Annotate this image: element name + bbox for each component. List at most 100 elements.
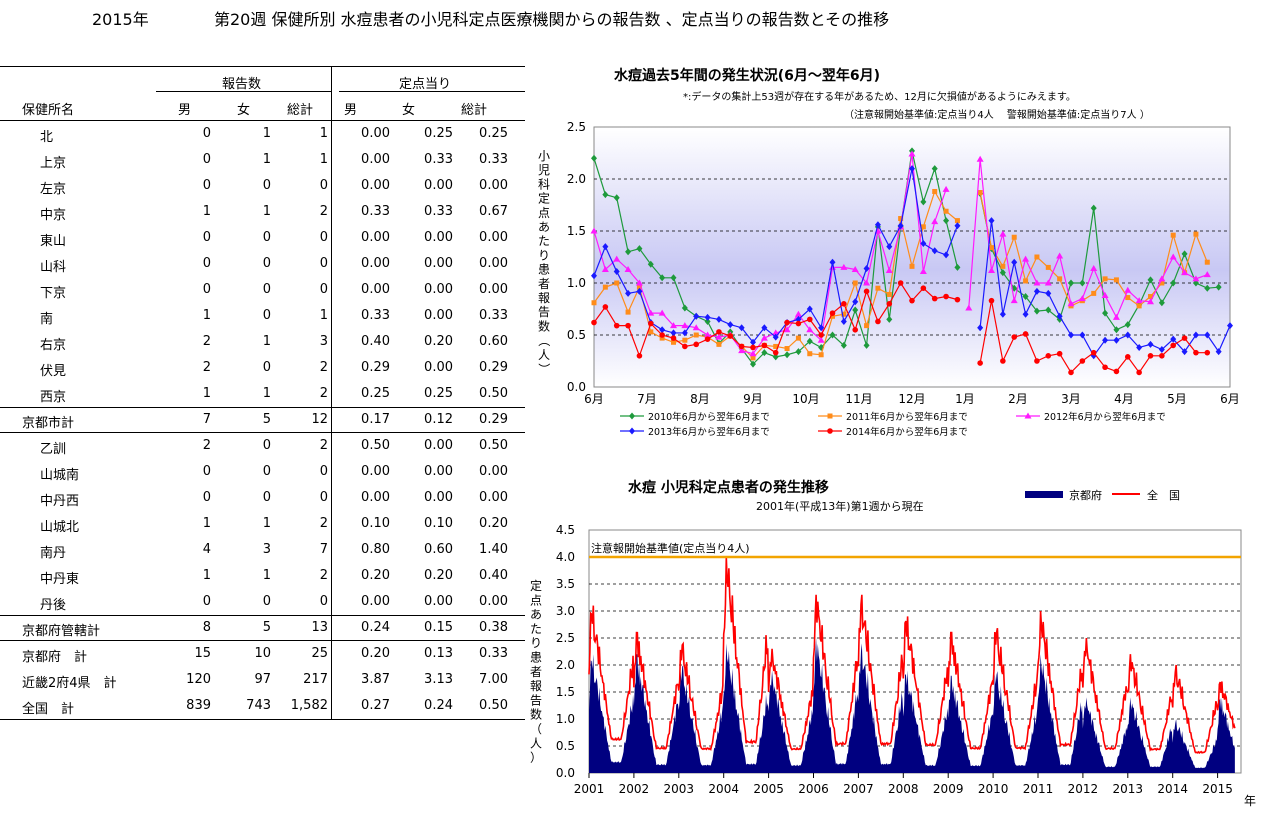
chart1-y-ticks: 0.0 0.5 1.0 1.5 2.0 2.5 [567,120,586,394]
series-line [591,280,1211,376]
data-point [874,221,881,229]
data-point [1034,358,1040,364]
y-axis-label-char: た [538,234,550,248]
table-cell: 1 [202,516,211,531]
data-point [988,297,995,304]
legend-kyoto-swatch [1025,491,1063,498]
data-point [830,313,835,319]
table-cell: 2 [319,568,328,583]
y-tick-label: 1.5 [556,685,575,699]
table-row: 乙訓 2 0 2 0.50 0.00 0.50 [0,433,525,459]
table-cell: 0 [262,594,271,609]
table-cell: 0.15 [424,620,453,635]
group-header-per-site: 定点当り [399,77,452,92]
col-header-total: 総計 [287,103,314,118]
data-point [1101,291,1109,298]
table-cell: 0.25 [361,386,390,401]
legend-marker [1024,412,1032,419]
table-cell: 0.27 [361,698,390,713]
data-point [886,243,893,251]
data-point [999,310,1006,318]
row-name: 西京 [40,390,67,405]
data-point [931,247,938,255]
y-tick-label: 3.5 [556,577,575,591]
data-point [716,341,722,347]
table-cell: 2 [319,204,328,219]
data-point [1033,279,1041,286]
table-row: 南丹 4 3 7 0.80 0.60 1.40 [0,537,525,563]
table-cell: 0 [319,256,328,271]
data-point [909,297,915,304]
y-axis-label-char: ） [537,363,551,375]
data-point [1079,279,1086,287]
data-point [1102,309,1109,317]
table-cell: 1,582 [290,698,328,713]
table-row: 山科 0 0 0 0.00 0.00 0.00 [0,251,525,277]
data-point [1215,348,1222,356]
y-tick-label: 2.5 [567,120,586,134]
data-point [625,289,632,297]
col-header-name: 保健所名 [22,103,75,118]
data-point [1158,275,1166,282]
data-point [1011,234,1017,240]
data-point [1204,349,1211,356]
data-point [920,224,926,230]
data-point [1045,353,1052,359]
table-summary-row: 京都市計 7 5 12 0.17 0.12 0.29 [0,407,525,433]
legend-marker [629,427,635,435]
table-cell: 0.00 [361,152,390,167]
data-point [1181,335,1188,341]
data-point [840,263,848,270]
data-point [704,336,711,342]
table-cell: 0.00 [479,230,508,245]
table-cell: 0.29 [361,360,390,375]
table-cell: 0.00 [361,464,390,479]
data-point [795,335,801,341]
data-point [670,335,677,341]
data-point [1170,335,1177,343]
row-name: 上京 [40,156,67,171]
page-header: 2015年 第20週 保健所別 水痘患者の小児科定点医療機関からの報告数 、定点… [0,4,1269,30]
y-tick-label: 1.0 [556,712,575,726]
data-point [988,217,995,225]
data-point [704,313,711,321]
data-point [1045,264,1051,270]
data-point [1000,358,1006,364]
table-row: 北 0 1 1 0.00 0.25 0.25 [0,121,525,147]
data-point [965,304,973,311]
data-point [636,287,643,295]
data-point [658,309,666,316]
data-point [807,351,813,357]
data-point [693,312,700,320]
group-header-reports: 報告数 [222,77,262,92]
data-point [738,347,746,354]
data-point [1113,336,1120,344]
y-tick-label: 1.0 [567,276,586,290]
y-axis-label-char: 点 [530,593,542,607]
row-name: 近畿2府4県 計 [22,676,117,691]
table-cell: 0 [202,490,211,505]
table-cell: 0.10 [424,516,453,531]
data-point [750,355,756,361]
table-cell: 0.38 [479,620,508,635]
data-point [864,323,870,329]
data-point [635,279,643,286]
data-point [943,208,949,214]
data-point [647,260,654,268]
data-point [704,317,711,325]
table-cell: 0.00 [361,490,390,505]
data-point [670,329,677,337]
data-point [659,326,666,334]
data-point [875,318,881,325]
data-point [840,341,847,349]
y-axis-label-char: 定 [530,578,542,593]
table-cell: 0 [319,490,328,505]
table-cell: 0.25 [424,126,453,141]
table-cell: 0.13 [424,646,453,661]
table-cell: 0.00 [424,490,453,505]
data-point [1193,231,1199,237]
data-point [806,316,813,323]
data-point [977,360,983,366]
chart2-x-axis-label: 年 [1244,794,1256,808]
